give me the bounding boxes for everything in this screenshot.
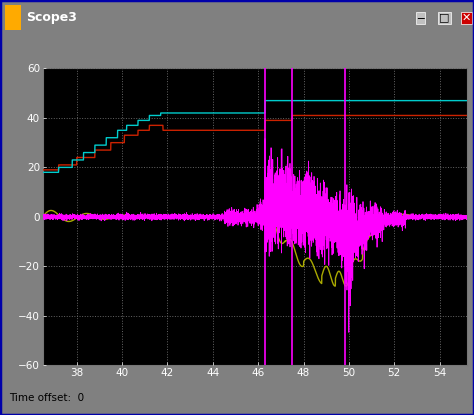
Text: Scope3: Scope3 (26, 11, 77, 24)
Text: ✕: ✕ (462, 12, 471, 23)
Bar (5, 5, 21, 30)
Text: ─: ─ (417, 12, 424, 23)
Text: Time offset:  0: Time offset: 0 (9, 393, 84, 403)
Text: □: □ (439, 12, 450, 23)
